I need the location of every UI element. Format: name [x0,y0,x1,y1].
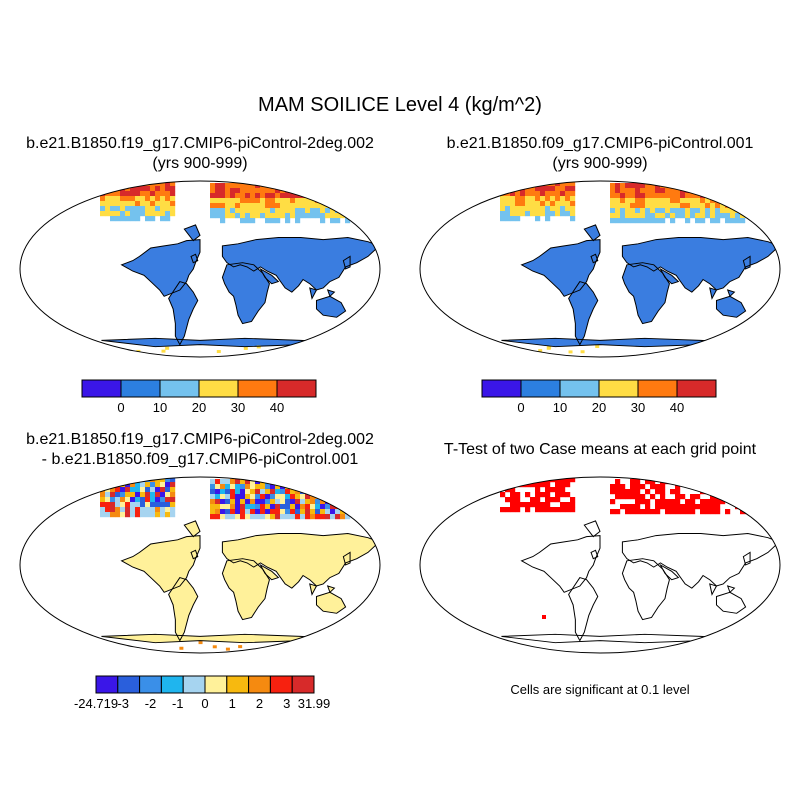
colorbar-panel-3-tick-label: 3 [283,696,290,711]
colorbar-panel-3-swatch [248,675,271,694]
panel-3-title-line2: - b.e21.B1850.f09_g17.CMIP6-piControl.00… [41,451,359,468]
colorbar-panel-3-swatch [182,675,206,694]
panel-4-title-line1: T-Test of two Case means at each grid po… [443,441,757,458]
colorbar-panel-2-tick-label: 30 [631,400,645,415]
colorbar-panel-3-tick-label: -24.719 [74,696,118,711]
gridcell-layer [500,477,751,619]
colorbar-panel-3-tick-label: -2 [145,696,157,711]
colorbar-panel-3-tick-label: 0 [201,696,208,711]
panel-1-title-line1: b.e21.B1850.f19_g17.CMIP6-piControl-2deg… [26,135,374,152]
colorbar-panel-3: -24.719 -3 -2 -1 0 1 2 3 31.99 [74,675,331,711]
map-border [419,476,781,654]
colorbar-panel-3-swatch [139,675,162,694]
map-panel-1 [19,180,381,358]
colorbar-panel-1-tick-label: 20 [192,400,206,415]
colorbar-panel-2-swatch [598,379,639,398]
panel-3-title-line1: b.e21.B1850.f19_g17.CMIP6-piControl-2deg… [26,431,374,448]
map-panel-4 [419,476,781,654]
colorbar-panel-2-swatch [676,379,717,398]
colorbar-panel-3-tick-label: 31.99 [298,696,331,711]
map-border [19,476,381,654]
colorbar-panel-3-swatch [204,675,228,694]
map-border [19,180,381,358]
coastline [500,520,780,644]
colorbar-panel-2-swatch [481,379,522,398]
colorbar-panel-2-swatch [520,379,561,398]
colorbar-panel-3-tick-label: 2 [256,696,263,711]
colorbar-panel-2-tick-label: 40 [670,400,684,415]
map-border [419,180,781,358]
colorbar-panel-1-swatch [81,379,122,398]
panel-4-title: T-Test of two Case means at each grid po… [400,440,800,460]
colorbar-panel-2-swatch [637,379,678,398]
colorbar-panel-3-swatch [269,675,293,694]
colorbar-panel-1-swatch [276,379,317,398]
significance-caption: Cells are significant at 0.1 level [510,682,690,697]
colorbar-panel-2: 0 10 20 30 40 [481,379,717,415]
colorbar-panel-2-swatch [559,379,600,398]
colorbar-panel-3-swatch [160,675,184,694]
colorbar-panel-3-swatch [117,675,141,694]
colorbar-panel-2-tick-label: 20 [592,400,606,415]
panel-3-title: b.e21.B1850.f19_g17.CMIP6-piControl-2deg… [0,430,400,470]
panel-2-title: b.e21.B1850.f09_g17.CMIP6-piControl.001 … [400,134,800,174]
colorbar-panel-1-tick-label: 10 [153,400,167,415]
colorbar-panel-1: 0 10 20 30 40 [81,379,317,415]
colorbar-panel-3-tick-label: 1 [229,696,236,711]
colorbar-panel-3-swatch [95,675,119,694]
map-panel-2 [419,180,781,358]
colorbar-panel-3-swatch [291,675,315,694]
panel-1-title-line2: (yrs 900-999) [152,155,248,172]
panel-1-title: b.e21.B1850.f19_g17.CMIP6-piControl-2deg… [0,134,400,174]
colorbar-panel-3-tick-label: -1 [172,696,184,711]
colorbar-panel-3-tick-label: -3 [117,696,129,711]
panel-2-title-line2: (yrs 900-999) [552,155,648,172]
colorbar-panel-2-tick-label: 0 [517,400,524,415]
colorbar-panel-2-tick-label: 10 [553,400,567,415]
colorbar-panel-1-swatch [159,379,200,398]
map-panel-3 [19,476,381,654]
colorbar-panel-1-tick-label: 40 [270,400,284,415]
colorbar-panel-3-swatch [226,675,250,694]
colorbar-panel-1-swatch [120,379,161,398]
panel-2-title-line1: b.e21.B1850.f09_g17.CMIP6-piControl.001 [446,135,754,152]
colorbar-panel-1-tick-label: 30 [231,400,245,415]
colorbar-panel-1-swatch [198,379,239,398]
colorbar-panel-1-swatch [237,379,278,398]
figure-title: MAM SOILICE Level 4 (kg/m^2) [258,94,542,116]
colorbar-panel-1-tick-label: 0 [117,400,124,415]
